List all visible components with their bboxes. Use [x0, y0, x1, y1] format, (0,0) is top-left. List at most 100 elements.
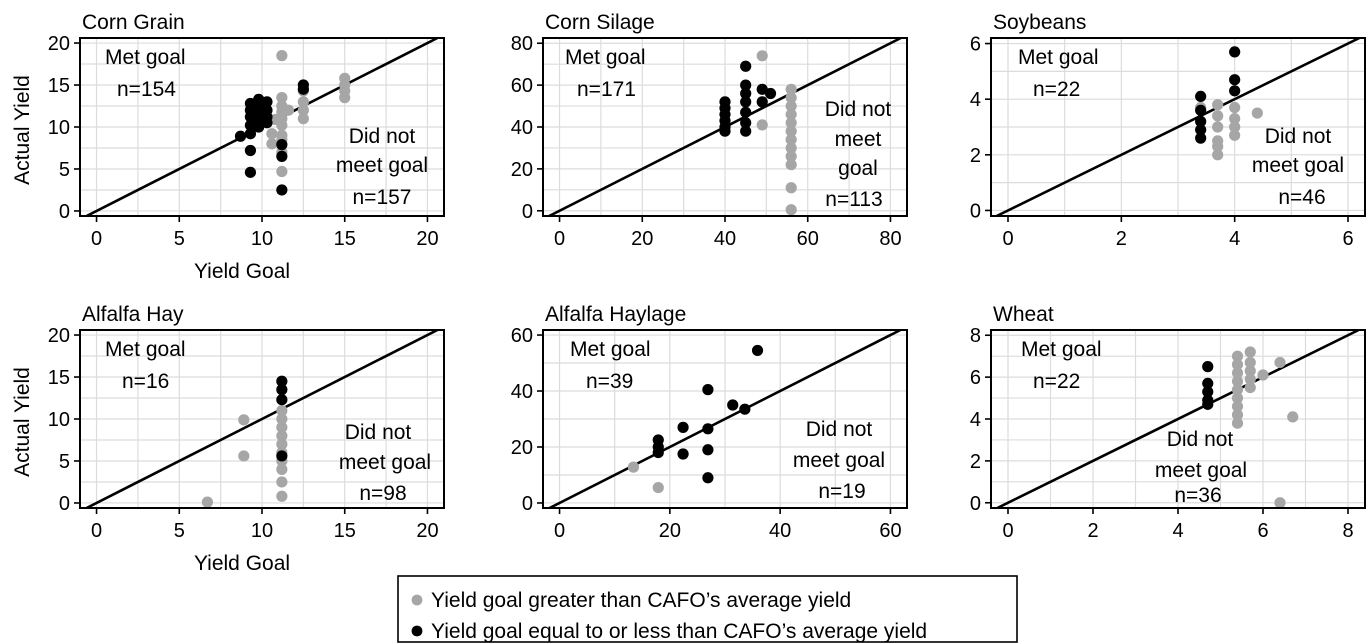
data-point: [785, 204, 797, 216]
y-tick-label: 40: [511, 381, 533, 403]
annotation: meet goal: [336, 154, 428, 177]
data-point: [764, 87, 777, 100]
data-point: [297, 83, 309, 95]
x-tick-label: 10: [251, 228, 273, 250]
x-tick-label: 0: [554, 228, 565, 250]
data-point: [785, 125, 797, 137]
data-point: [785, 117, 797, 129]
data-point: [740, 96, 752, 108]
panel-title: Alfalfa Haylage: [545, 303, 686, 326]
data-point: [1195, 132, 1207, 144]
data-point: [677, 448, 689, 460]
data-point: [785, 83, 797, 95]
annotation: meet goal: [1155, 459, 1247, 482]
data-point: [276, 463, 288, 475]
data-point: [297, 104, 309, 116]
data-point: [261, 117, 273, 129]
annotation: meet goal: [793, 449, 885, 472]
y-tick-label: 40: [511, 117, 533, 139]
panel-title: Alfalfa Hay: [82, 303, 184, 326]
data-point: [1244, 365, 1256, 377]
annotation: Did not: [1265, 125, 1332, 148]
data-point: [756, 83, 768, 95]
annotation: n=16: [122, 370, 169, 393]
annotation: goal: [838, 157, 878, 180]
x-tick-label: 20: [416, 228, 438, 250]
data-point: [785, 159, 797, 171]
data-point: [739, 403, 751, 415]
data-point: [276, 92, 288, 104]
data-point: [719, 125, 731, 137]
data-point: [1251, 107, 1263, 119]
data-point: [276, 184, 288, 196]
data-point: [785, 100, 797, 112]
y-tick-label: 60: [511, 75, 533, 97]
data-point: [1212, 149, 1224, 161]
data-point: [785, 92, 797, 104]
annotation: n=36: [1174, 484, 1221, 507]
data-point: [727, 399, 739, 411]
panel-wheat: 0 2 4 6 8 0 2 4 6 8 Wheat Met goal n=22 Did not meet g…: [970, 303, 1366, 542]
panel-corn-silage: 0 20 40 60 80 0 20 40 60 80 Corn Silage Met goal n=1…: [511, 11, 908, 250]
annotation: n=113: [825, 188, 882, 211]
series-black: [719, 60, 777, 137]
data-point: [740, 117, 752, 129]
annotation: n=98: [359, 482, 406, 505]
annotation: meet: [835, 128, 882, 151]
data-point: [1229, 101, 1241, 114]
data-point: [297, 96, 309, 108]
annotation: Did not: [1167, 428, 1234, 451]
data-point: [1195, 124, 1207, 136]
x-tick-label: 0: [1002, 228, 1013, 250]
data-point: [1231, 358, 1244, 371]
data-point: [677, 421, 689, 433]
x-tick-label: 5: [174, 520, 185, 542]
x-tick-label: 8: [1342, 520, 1353, 542]
x-tick-label: 80: [879, 228, 901, 250]
y-tick-label: 15: [48, 367, 70, 389]
x-tick-label: 6: [1342, 228, 1353, 250]
data-point: [1202, 398, 1214, 410]
y-tick-label: 0: [970, 200, 981, 222]
data-point: [702, 444, 714, 456]
data-point: [1244, 381, 1256, 394]
panel-title: Corn Silage: [545, 11, 655, 34]
data-point: [276, 405, 288, 417]
data-point: [1287, 411, 1299, 423]
data-point: [238, 414, 250, 426]
x-tick-label: 40: [769, 520, 791, 542]
data-point: [339, 92, 351, 104]
y-tick-label: 10: [48, 117, 70, 139]
data-point: [276, 139, 288, 151]
y-tick-label: 20: [511, 437, 533, 459]
panel-soybeans: 0 2 4 6 0 2 4 6 Soybeans Met goal n=22 Did not meet …: [970, 11, 1366, 250]
data-point: [1231, 367, 1244, 379]
legend-marker: [411, 594, 423, 606]
data-point: [1229, 74, 1241, 86]
data-point: [751, 344, 764, 357]
annotation: n=39: [586, 370, 633, 393]
data-point: [276, 421, 288, 433]
data-point: [702, 423, 714, 435]
annotation: Met goal: [570, 338, 651, 361]
panel-title: Wheat: [993, 303, 1054, 326]
annotation: n=22: [1033, 78, 1080, 101]
data-point: [1231, 350, 1244, 362]
data-point: [1231, 400, 1244, 413]
y-tick-label: 4: [970, 409, 981, 431]
data-point: [1229, 46, 1241, 58]
x-tick-label: 5: [174, 228, 185, 250]
panel-title: Soybeans: [993, 11, 1086, 34]
panel-alfalfa-haylage: 0 20 40 60 0 20 40 60 Alfalfa Haylage Met goal n=3…: [511, 303, 908, 542]
data-point: [276, 490, 288, 502]
data-point: [1231, 409, 1244, 421]
x-tick-label: 60: [797, 228, 819, 250]
data-point: [652, 446, 664, 459]
data-point: [756, 50, 768, 62]
data-point: [1231, 384, 1244, 396]
data-point: [276, 165, 288, 178]
one-to-one-line: [86, 330, 438, 508]
data-point: [1231, 392, 1244, 404]
data-point: [702, 472, 714, 484]
data-point: [1195, 90, 1207, 103]
